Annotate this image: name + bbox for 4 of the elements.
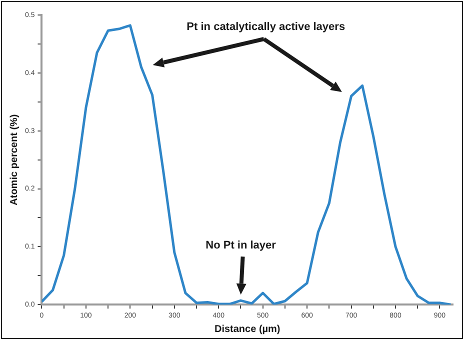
x-axis-title: Distance (µm) — [214, 324, 280, 335]
annotation: Pt in catalytically active layers — [186, 21, 346, 33]
annotation: No Pt in layer — [206, 240, 277, 252]
y-axis-title: Atomic percent (%) — [8, 114, 20, 206]
